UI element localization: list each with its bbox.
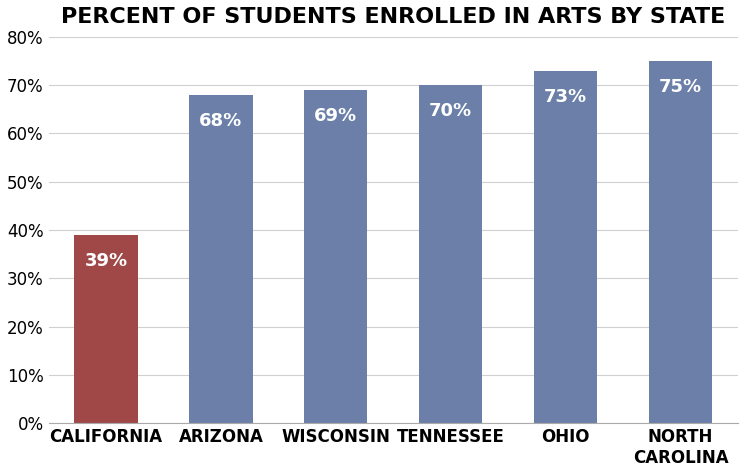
Text: 73%: 73% (544, 88, 587, 106)
Bar (74, 235, 138, 423)
Text: 69%: 69% (314, 107, 358, 125)
Bar (304, 90, 367, 423)
Bar (649, 61, 712, 423)
Bar (419, 85, 482, 423)
Bar (189, 95, 253, 423)
Text: 39%: 39% (84, 252, 127, 270)
Text: 75%: 75% (659, 78, 702, 96)
Bar (534, 71, 597, 423)
Title: PERCENT OF STUDENTS ENROLLED IN ARTS BY STATE: PERCENT OF STUDENTS ENROLLED IN ARTS BY … (61, 7, 726, 27)
Text: 70%: 70% (429, 102, 472, 120)
Text: 68%: 68% (200, 112, 243, 130)
